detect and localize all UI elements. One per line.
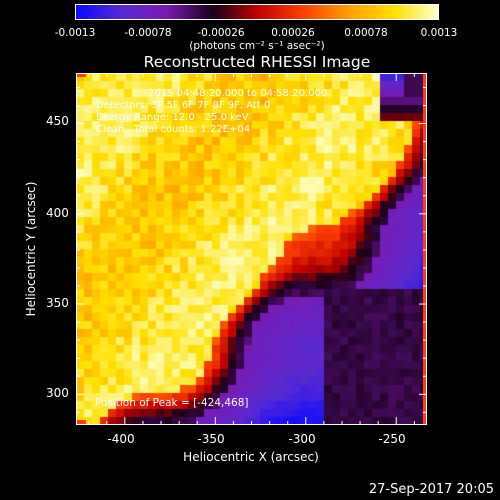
colorbar-tick-label: -0.0013 [54,27,96,39]
info-detectors: Detectors: 3F 5F 6F 7F 8F 9F, Att 0 [96,100,271,111]
x-tick-label: -400 [107,432,135,446]
chart-title: Reconstructed RHESSI Image [143,53,371,71]
y-tick-label: 400 [46,206,69,220]
info-total-counts: Clean . Total counts: 1.22E+04 [96,124,251,135]
y-tick-label: 450 [46,114,69,128]
x-tick-label: -250 [378,432,406,446]
colorbar-tick-label: -0.00026 [197,27,245,39]
colorbar [75,4,439,20]
plot-corner-marker-top [76,73,86,77]
colorbar-tick-label: 0.0013 [420,27,458,39]
x-tick-label: -300 [288,432,316,446]
y-axis-label: Heliocentric Y (arcsec) [24,181,38,317]
x-axis-label: Heliocentric X (arcsec) [183,450,319,464]
peak-position-label: Position of Peak = [-424,468] [95,397,249,409]
y-tick-label: 300 [46,386,69,400]
info-time-range: 2015 04:48:20.000 to 04:58:20.000 [148,88,328,99]
colorbar-tick-label: 0.00026 [271,27,315,39]
rhessi-image-heatmap [76,73,427,425]
y-tick-label: 350 [46,296,69,310]
plot-corner-marker-bottom [76,420,86,424]
colorbar-unit-label: (photons cm⁻² s⁻¹ asec⁻²) [189,40,325,52]
generation-timestamp: 27-Sep-2017 20:05 [368,482,494,497]
x-tick-label: -350 [197,432,225,446]
info-energy-range: Energy Range: 12.0 - 25.0 keV [96,112,249,123]
colorbar-tick-label: 0.00078 [344,27,388,39]
colorbar-tick-label: -0.00078 [124,27,172,39]
plot-right-edge-bar [423,73,427,425]
